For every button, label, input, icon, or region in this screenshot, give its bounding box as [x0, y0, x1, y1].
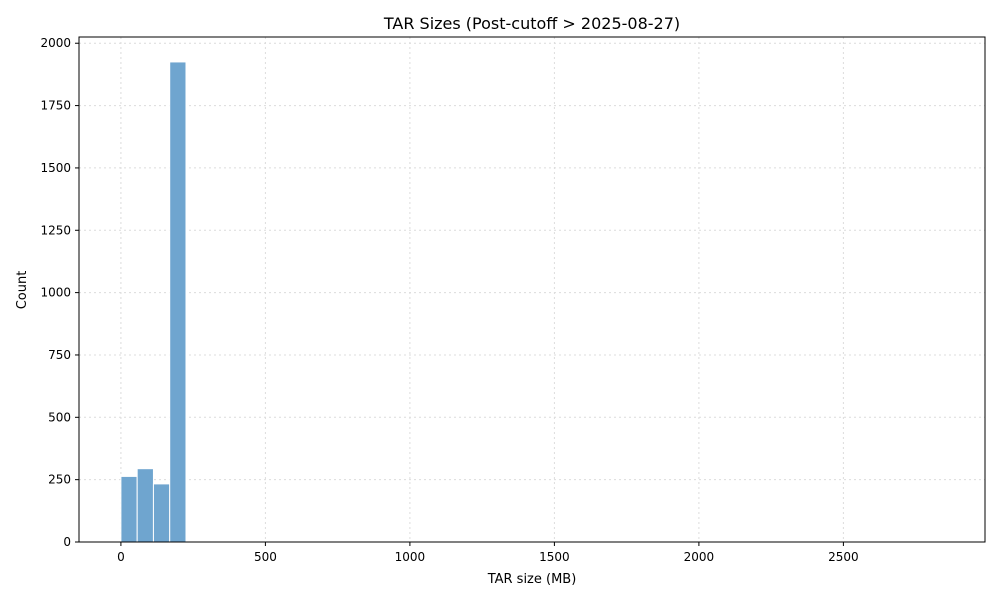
plot-area-frame: [79, 37, 985, 542]
y-tick-label: 1500: [40, 161, 71, 175]
y-tick-label: 1250: [40, 223, 71, 237]
histogram-bar: [137, 469, 153, 542]
y-tick-label: 250: [48, 473, 71, 487]
chart-title: TAR Sizes (Post-cutoff > 2025-08-27): [383, 14, 680, 33]
y-axis-label: Count: [15, 271, 30, 310]
x-tick-label: 0: [117, 550, 125, 564]
histogram-bar: [121, 476, 137, 542]
y-tick-label: 500: [48, 410, 71, 424]
grid-lines: [79, 37, 985, 542]
x-tick-label: 1000: [395, 550, 426, 564]
y-tick-label: 1750: [40, 99, 71, 113]
y-tick-label: 1000: [40, 286, 71, 300]
histogram-bar: [153, 484, 169, 542]
x-axis-ticks: 0 500 1000 1500 2000 2500: [117, 542, 859, 564]
x-tick-label: 1500: [539, 550, 570, 564]
y-tick-label: 0: [63, 535, 71, 549]
y-tick-label: 750: [48, 348, 71, 362]
y-axis-ticks: 0 250 500 750 1000 1250 1500 1750 2000: [40, 36, 79, 549]
x-axis-label: TAR size (MB): [487, 572, 577, 587]
x-tick-label: 500: [254, 550, 277, 564]
histogram-bars: [121, 62, 251, 542]
y-tick-label: 2000: [40, 36, 71, 50]
x-tick-label: 2000: [684, 550, 715, 564]
histogram-bar: [170, 62, 186, 542]
x-tick-label: 2500: [828, 550, 859, 564]
